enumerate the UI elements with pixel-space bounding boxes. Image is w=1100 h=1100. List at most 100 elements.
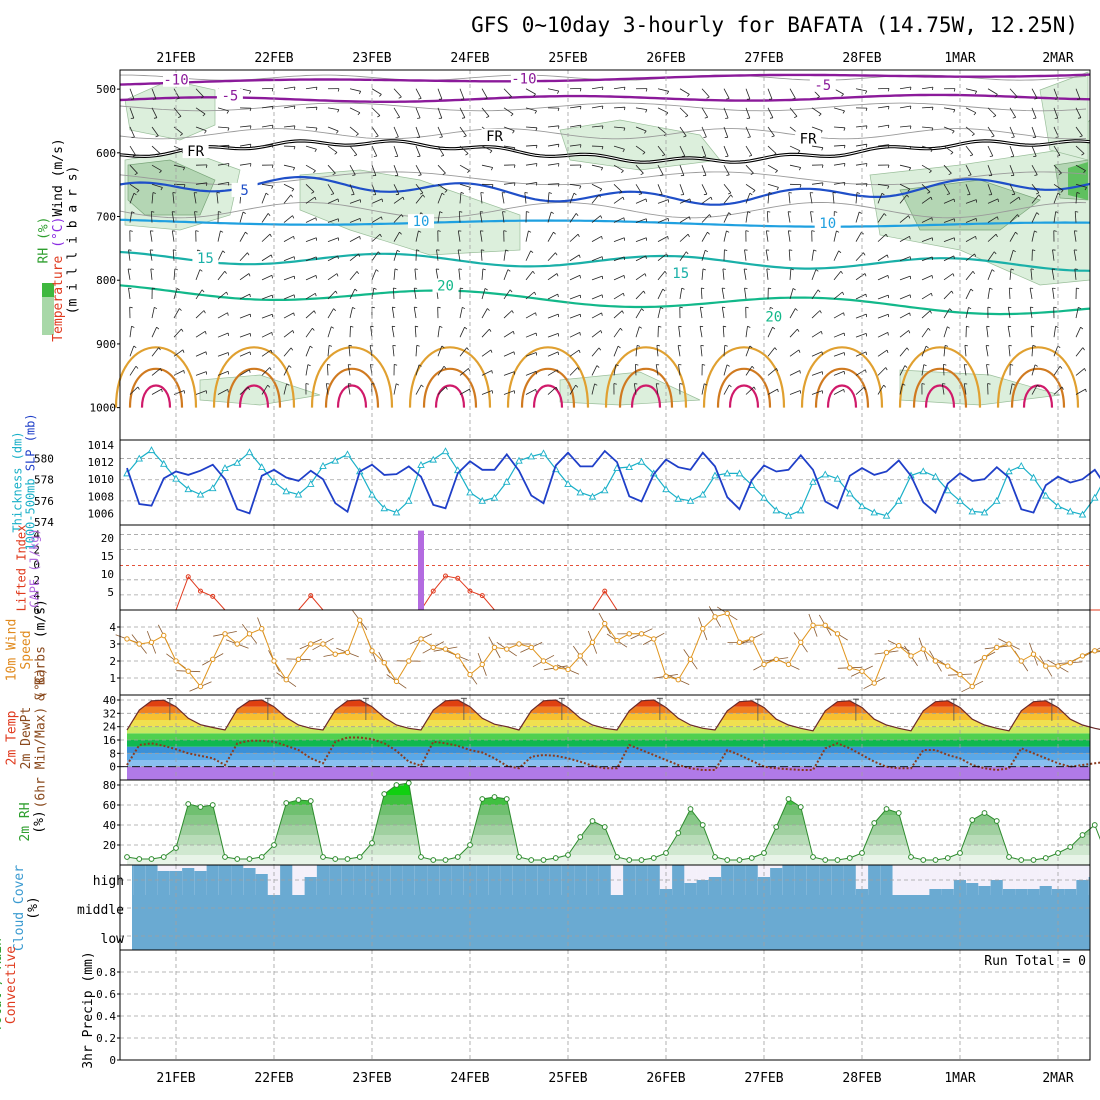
wind-barb: [305, 145, 317, 150]
wind-barb: [921, 184, 931, 193]
wind-barb: [1074, 268, 1077, 280]
y-axis-label: 2m RH: [18, 802, 33, 841]
wind-barb: [437, 192, 443, 204]
wind-speed-point: [969, 683, 975, 690]
wind-barb-flag: [337, 255, 339, 259]
wind-barb-flag: [687, 94, 690, 97]
wind-barb: [811, 351, 823, 357]
warm-contour: [898, 346, 982, 408]
wind-barb-flag: [623, 293, 625, 297]
wind-barb-flag: [667, 236, 669, 240]
wind-barb: [1009, 214, 1018, 223]
wind-barb: [195, 269, 201, 280]
wind-barb: [393, 268, 396, 280]
wind-barb: [921, 126, 933, 129]
wind-barb: [503, 330, 514, 338]
rh-point: [552, 855, 559, 861]
wind-barb: [701, 184, 708, 195]
wind-barb: [239, 231, 246, 242]
tick-label: 2: [33, 544, 40, 557]
wind-barb-flag: [865, 90, 868, 94]
wind-barb-flag: [664, 271, 668, 275]
wind-barb: [965, 288, 972, 300]
wind-barb-flag: [995, 234, 998, 238]
wind-barb: [503, 145, 515, 149]
wind-barb: [613, 126, 625, 129]
wind-barb-flag: [883, 384, 886, 388]
thickness-point: [184, 485, 193, 493]
wind-barb-flag: [953, 109, 956, 113]
wind-barb: [481, 328, 490, 338]
wind-speed-point: [491, 644, 498, 651]
wind-barb: [899, 365, 906, 376]
wind-barb-flag: [271, 164, 274, 168]
wind-barb-flag: [510, 113, 514, 117]
warm-contour: [324, 367, 380, 408]
wind-barb: [723, 384, 730, 395]
wind-barb-flag: [964, 344, 968, 347]
wind-barb-flag: [418, 98, 422, 100]
rh-point: [920, 857, 927, 863]
wind-barb: [1075, 388, 1086, 395]
wind-barb: [524, 192, 527, 204]
wind-barb: [459, 183, 471, 188]
date-label-bottom: 28FEB: [842, 1071, 881, 1086]
wind-barb: [371, 145, 378, 157]
wind-barb: [128, 288, 131, 300]
wind-barb: [877, 254, 888, 262]
wind-barb: [655, 383, 659, 395]
wind-barb-flag: [371, 383, 375, 385]
wind-barb: [766, 268, 769, 280]
wind-barb-flag: [689, 216, 691, 220]
tick-label: 60: [103, 799, 116, 812]
wind-barb-flag: [622, 196, 625, 201]
wind-barb-flag: [1032, 344, 1036, 347]
wind-barb-flag: [906, 194, 910, 198]
warm-contour: [310, 346, 394, 408]
wind-barb-flag: [723, 325, 727, 328]
wind-barb: [1009, 126, 1015, 138]
thickness-point: [772, 506, 781, 514]
y-axis-label-part: Wind (m/s): [51, 138, 66, 216]
wind-barb-flag: [600, 215, 603, 219]
wind-barb: [547, 143, 559, 147]
wind-barb: [435, 268, 439, 280]
wind-barb: [921, 237, 933, 243]
wind-speed-point: [589, 639, 596, 645]
wind-barb: [349, 271, 358, 281]
y-axis-label: Temperature (°C)Wind (m/s): [51, 138, 66, 342]
wind-barb-flag: [1017, 214, 1020, 218]
wind-barb: [151, 88, 157, 100]
wind-barb: [789, 107, 798, 117]
wind-barb-flag: [396, 116, 400, 119]
wind-barb: [657, 236, 668, 242]
wind-barb: [877, 294, 889, 300]
wind-barb: [1030, 326, 1033, 338]
wind-barb-flag: [172, 192, 176, 194]
wind-barb: [437, 164, 446, 174]
wind-barb: [151, 307, 155, 319]
isotherm-label: 20: [765, 310, 782, 326]
wind-barb: [349, 88, 361, 92]
wind-barb: [767, 192, 770, 204]
wind-barb-flag: [373, 287, 377, 290]
wind-barb: [855, 143, 867, 147]
wind-barb: [459, 88, 465, 100]
wind-barb: [635, 218, 647, 223]
wind-barb: [722, 326, 725, 338]
wind-barb: [789, 164, 801, 168]
wind-barb: [1053, 326, 1056, 338]
thickness-point: [319, 462, 327, 469]
wind-barb: [1031, 230, 1035, 242]
wind-barb-flag: [533, 93, 536, 97]
wind-speed-point: [246, 631, 253, 637]
wind-barb-flag: [1082, 347, 1085, 351]
rh-point: [699, 822, 706, 828]
wind-barb-flag: [777, 389, 779, 393]
wind-barb-flag: [158, 347, 161, 351]
wind-barb-flag: [599, 188, 603, 192]
wind-barb: [921, 275, 933, 281]
wind-barb: [635, 145, 646, 153]
thickness-point: [1017, 462, 1026, 469]
wind-barb-flag: [887, 332, 889, 336]
